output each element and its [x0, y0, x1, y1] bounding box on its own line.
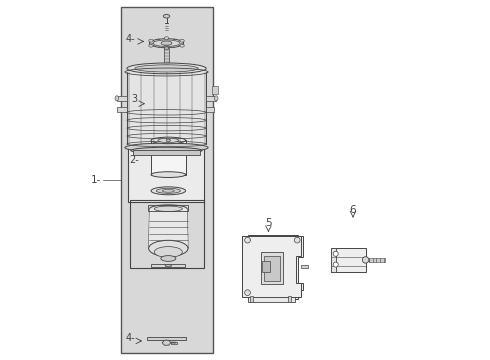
Text: 1-: 1-: [91, 175, 101, 185]
Ellipse shape: [149, 39, 184, 48]
Bar: [331, 248, 366, 272]
Ellipse shape: [127, 63, 206, 74]
Bar: [171, 342, 176, 344]
Bar: [128, 137, 204, 202]
Bar: [331, 248, 336, 272]
Polygon shape: [162, 340, 171, 345]
Bar: [127, 68, 206, 148]
Ellipse shape: [115, 96, 119, 101]
Bar: [133, 150, 200, 155]
Ellipse shape: [149, 205, 187, 213]
Ellipse shape: [151, 187, 186, 195]
Bar: [262, 261, 270, 272]
Ellipse shape: [149, 44, 153, 47]
Ellipse shape: [135, 65, 198, 72]
Ellipse shape: [149, 39, 153, 42]
Ellipse shape: [161, 41, 172, 45]
Text: 3: 3: [131, 94, 137, 104]
Circle shape: [245, 237, 250, 243]
Bar: [151, 264, 185, 267]
Bar: [250, 296, 253, 302]
Bar: [148, 205, 188, 211]
Ellipse shape: [148, 240, 188, 256]
Ellipse shape: [153, 40, 180, 46]
Ellipse shape: [163, 14, 170, 18]
Bar: [264, 256, 280, 281]
Ellipse shape: [125, 143, 208, 152]
Bar: [164, 48, 169, 67]
Ellipse shape: [158, 138, 179, 143]
Ellipse shape: [180, 44, 184, 47]
Text: 4-: 4-: [125, 34, 135, 44]
Ellipse shape: [131, 147, 202, 154]
Bar: [369, 258, 385, 262]
Ellipse shape: [162, 189, 174, 192]
Circle shape: [333, 262, 338, 267]
Polygon shape: [248, 297, 294, 302]
Text: 6: 6: [350, 204, 356, 215]
Ellipse shape: [180, 39, 184, 42]
Ellipse shape: [363, 257, 369, 263]
Ellipse shape: [154, 247, 182, 257]
Bar: [117, 107, 127, 112]
Bar: [261, 252, 283, 284]
Ellipse shape: [161, 256, 176, 261]
Ellipse shape: [215, 96, 218, 101]
Bar: [151, 140, 186, 175]
Bar: [117, 96, 127, 101]
Bar: [206, 96, 216, 101]
Text: 2-: 2-: [129, 155, 139, 165]
Text: 5: 5: [265, 218, 272, 228]
Bar: [288, 296, 291, 302]
Bar: [130, 200, 204, 268]
Polygon shape: [148, 209, 188, 248]
Ellipse shape: [166, 139, 171, 141]
Ellipse shape: [165, 265, 172, 267]
Bar: [206, 107, 214, 112]
Bar: [301, 265, 308, 268]
Circle shape: [333, 251, 338, 256]
Ellipse shape: [151, 137, 186, 144]
Circle shape: [294, 237, 300, 243]
Polygon shape: [243, 236, 301, 297]
Circle shape: [245, 290, 250, 296]
Ellipse shape: [164, 47, 169, 50]
Bar: [121, 7, 213, 353]
Ellipse shape: [164, 37, 169, 40]
Ellipse shape: [151, 172, 186, 177]
Text: 4-: 4-: [125, 333, 135, 343]
Ellipse shape: [156, 188, 180, 193]
Bar: [147, 337, 186, 340]
Ellipse shape: [154, 206, 182, 211]
Polygon shape: [243, 235, 303, 299]
Bar: [212, 86, 219, 94]
